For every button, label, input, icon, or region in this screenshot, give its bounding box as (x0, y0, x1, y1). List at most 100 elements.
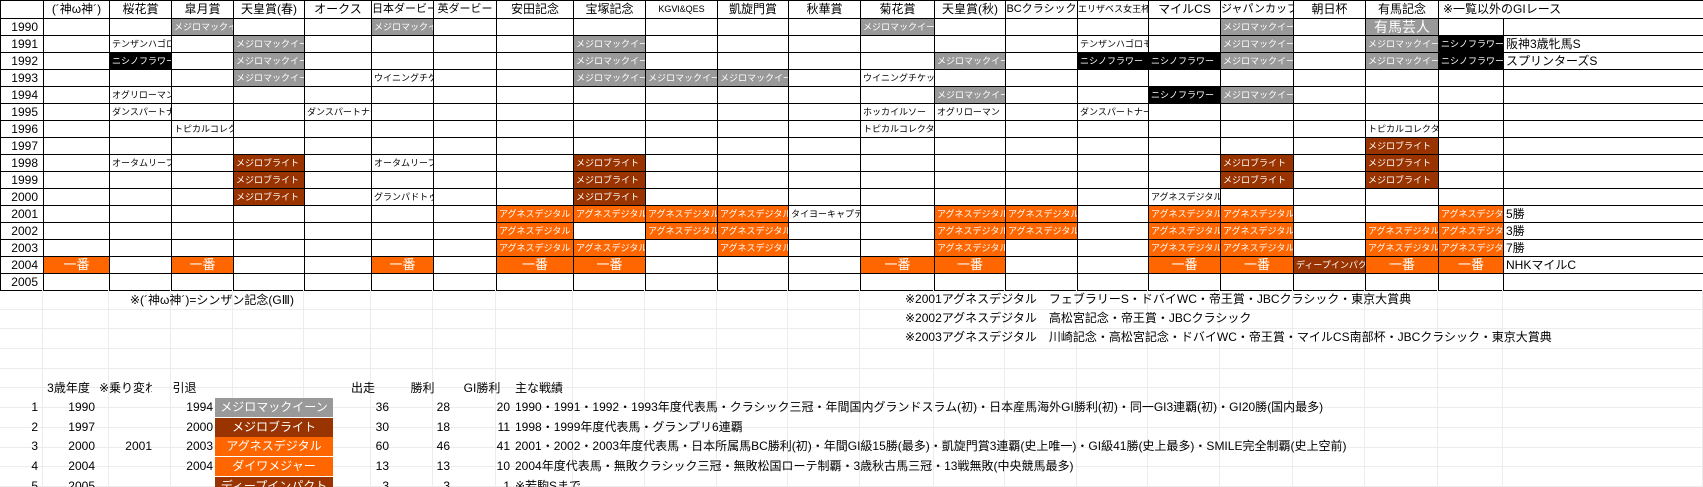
cell-1997-takarazuka[interactable] (574, 138, 646, 155)
year-label-1995[interactable]: 1995 (1, 104, 44, 121)
cell-2000-akiten[interactable] (935, 189, 1006, 206)
cell-2001-kikka[interactable] (861, 206, 935, 223)
cell-1996-takarazuka[interactable] (574, 121, 646, 138)
summary-name-row4[interactable]: ダイワメジャー (215, 457, 333, 477)
cell-1993-yasuda[interactable] (497, 70, 574, 87)
year-label-1992[interactable]: 1992 (1, 53, 44, 70)
cell-2002-milecs[interactable]: アグネスデジタル (1149, 223, 1221, 240)
header-akiten[interactable]: 天皇賞(秋) (935, 1, 1006, 19)
cell-1996-derby[interactable] (372, 121, 434, 138)
cell-2001-bc[interactable]: アグネスデジタル (1006, 206, 1078, 223)
cell-2004-kg[interactable] (646, 257, 718, 274)
cell-1999-takarazuka[interactable]: メジロブライト (574, 172, 646, 189)
cell-1995-v1[interactable] (1439, 104, 1504, 121)
cell-1995-eliza[interactable]: ダンスパートナー (1078, 104, 1149, 121)
cell-2001-takarazuka[interactable]: アグネスデジタル (574, 206, 646, 223)
cell-1994-bc[interactable] (1006, 87, 1078, 104)
cell-1993-kami[interactable] (44, 70, 110, 87)
cell-2005-takarazuka[interactable] (574, 274, 646, 291)
cell-1996-v2[interactable] (1504, 121, 1703, 138)
cell-2004-arc[interactable] (718, 257, 789, 274)
cell-1990-oka[interactable] (110, 19, 172, 36)
cell-1990-arima[interactable]: 有馬芸人 (1366, 19, 1439, 36)
cell-1995-v2[interactable] (1504, 104, 1703, 121)
cell-1996-akiten[interactable] (935, 121, 1006, 138)
cell-1990-milecs[interactable] (1149, 19, 1221, 36)
cell-1998-oaks[interactable] (305, 155, 372, 172)
header-oka[interactable]: 桜花賞 (110, 1, 172, 19)
cell-2000-derby[interactable]: グランパドトゥ (372, 189, 434, 206)
year-label-1997[interactable]: 1997 (1, 138, 44, 155)
cell-2002-eliza[interactable] (1078, 223, 1149, 240)
cell-2005-asahi[interactable] (1294, 274, 1366, 291)
cell-1997-satsuki[interactable] (172, 138, 234, 155)
header-oaks[interactable]: オークス (305, 1, 372, 19)
cell-1995-takarazuka[interactable] (574, 104, 646, 121)
cell-1999-arc[interactable] (718, 172, 789, 189)
cell-1998-bc[interactable] (1006, 155, 1078, 172)
cell-1998-shuka[interactable] (789, 155, 861, 172)
cell-1997-milecs[interactable] (1149, 138, 1221, 155)
header-derby[interactable]: 日本ダービー (372, 1, 434, 19)
cell-1999-satsuki[interactable] (172, 172, 234, 189)
header-asahi[interactable]: 朝日杯 (1294, 1, 1366, 19)
cell-1997-eliza[interactable] (1078, 138, 1149, 155)
cell-2004-kikka[interactable]: 一番 (861, 257, 935, 274)
cell-1995-akiten[interactable]: オグリローマン (935, 104, 1006, 121)
header-kg[interactable]: KGⅥ&QES (646, 1, 718, 19)
cell-1994-ederby[interactable] (434, 87, 497, 104)
cell-2001-kami[interactable] (44, 206, 110, 223)
year-label-1999[interactable]: 1999 (1, 172, 44, 189)
cell-2004-satsuki[interactable]: 一番 (172, 257, 234, 274)
cell-1997-asahi[interactable] (1294, 138, 1366, 155)
cell-2002-derby[interactable] (372, 223, 434, 240)
cell-2004-haruten[interactable] (234, 257, 305, 274)
cell-1990-ederby[interactable] (434, 19, 497, 36)
cell-2003-kikka[interactable] (861, 240, 935, 257)
cell-1991-ederby[interactable] (434, 36, 497, 53)
cell-1998-haruten[interactable]: メジロブライト (234, 155, 305, 172)
cell-1990-bc[interactable] (1006, 19, 1078, 36)
cell-2005-haruten[interactable] (234, 274, 305, 291)
cell-2005-shuka[interactable] (789, 274, 861, 291)
cell-1999-derby[interactable] (372, 172, 434, 189)
cell-1996-shuka[interactable] (789, 121, 861, 138)
cell-1996-kami[interactable] (44, 121, 110, 138)
summary-name-row3[interactable]: アグネスデジタル (215, 437, 333, 457)
cell-2003-satsuki[interactable] (172, 240, 234, 257)
cell-2005-yasuda[interactable] (497, 274, 574, 291)
cell-2001-jc[interactable]: アグネスデジタル (1221, 206, 1294, 223)
cell-2002-ederby[interactable] (434, 223, 497, 240)
cell-1996-kg[interactable] (646, 121, 718, 138)
cell-1997-haruten[interactable] (234, 138, 305, 155)
cell-1994-haruten[interactable] (234, 87, 305, 104)
cell-1998-v1[interactable] (1439, 155, 1504, 172)
cell-1999-arima[interactable]: メジロブライト (1366, 172, 1439, 189)
cell-1992-arc[interactable] (718, 53, 789, 70)
cell-2005-arima[interactable] (1366, 274, 1439, 291)
cell-1991-eliza[interactable]: テンザンハゴロモ (1078, 36, 1149, 53)
cell-2005-milecs[interactable] (1149, 274, 1221, 291)
cell-2004-takarazuka[interactable]: 一番 (574, 257, 646, 274)
summary-name-row1[interactable]: メジロマックイーン (215, 398, 333, 417)
cell-2000-milecs[interactable]: アグネスデジタル (1149, 189, 1221, 206)
cell-2001-haruten[interactable] (234, 206, 305, 223)
cell-1994-kg[interactable] (646, 87, 718, 104)
header-extra[interactable]: ※一覧以外のGIレース (1439, 1, 1703, 19)
cell-1990-takarazuka[interactable] (574, 19, 646, 36)
year-label-2005[interactable]: 2005 (1, 274, 44, 291)
summary-name-row2[interactable]: メジロブライト (215, 417, 333, 437)
cell-1996-arc[interactable] (718, 121, 789, 138)
cell-2005-oka[interactable] (110, 274, 172, 291)
cell-1996-kikka[interactable]: トピカルコレクター (861, 121, 935, 138)
cell-2003-akiten[interactable]: アグネスデジタル (935, 240, 1006, 257)
cell-1993-v2[interactable] (1504, 70, 1703, 87)
cell-2005-arc[interactable] (718, 274, 789, 291)
cell-1994-asahi[interactable] (1294, 87, 1366, 104)
cell-2005-akiten[interactable] (935, 274, 1006, 291)
cell-1999-kikka[interactable] (861, 172, 935, 189)
cell-1996-satsuki[interactable]: トピカルコレクター (172, 121, 234, 138)
cell-1997-akiten[interactable] (935, 138, 1006, 155)
cell-2000-jc[interactable] (1221, 189, 1294, 206)
cell-1990-akiten[interactable] (935, 19, 1006, 36)
